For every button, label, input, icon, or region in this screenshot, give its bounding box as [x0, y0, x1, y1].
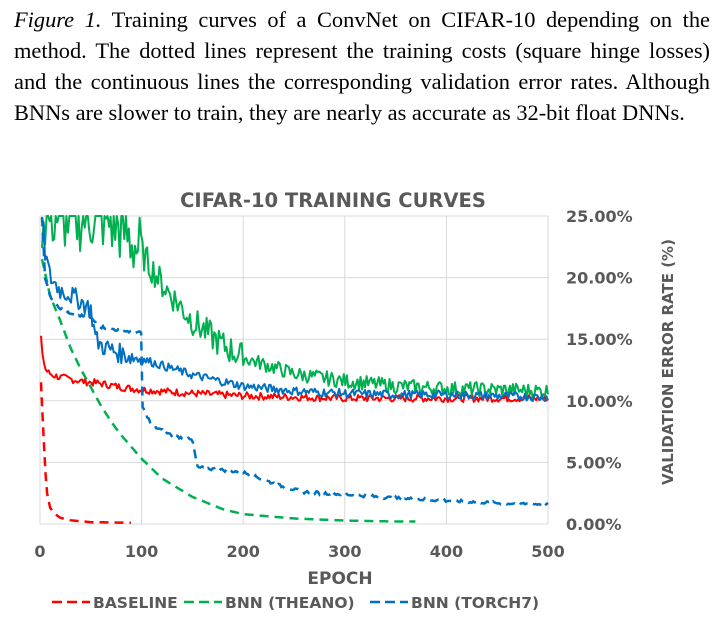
validation-error-line-bnn-torch7 [41, 216, 549, 403]
x-tick-label: 0 [34, 542, 45, 561]
validation-error-line-baseline [40, 335, 548, 403]
y-tick-label: 25.00% [566, 207, 633, 226]
legend: BASELINE BNN (THEANO) BNN (TORCH7) [52, 594, 539, 612]
chart-title: CIFAR-10 TRAINING CURVES [180, 189, 486, 212]
x-tick-label: 200 [226, 542, 259, 561]
validation-error-line-bnn-theano [41, 215, 549, 399]
legend-label: BNN (THEANO) [225, 594, 355, 612]
series-layer [39, 215, 549, 525]
gridlines [39, 215, 549, 525]
training-cost-line-baseline [39, 382, 131, 525]
x-tick-label: 300 [328, 542, 361, 561]
y-tick-label: 20.00% [566, 269, 633, 288]
x-tick-label: 500 [531, 542, 564, 561]
y-tick-label: 10.00% [566, 392, 633, 411]
x-tick-label: 100 [125, 542, 158, 561]
caption-text: Training curves of a ConvNet on CIFAR-10… [14, 7, 710, 125]
y-tick-label: 15.00% [566, 330, 633, 349]
training-cost-line-bnn-theano [40, 258, 416, 523]
y-axis-label: VALIDATION ERROR RATE (%) [659, 239, 677, 485]
training-cost-line-bnn-torch7 [40, 217, 549, 508]
y-tick-label: 5.00% [566, 453, 622, 472]
y-tick-label: 0.00% [566, 515, 622, 534]
x-tick-label: 400 [430, 542, 463, 561]
x-axis-label: EPOCH [307, 569, 372, 589]
figure-caption: Figure 1. Training curves of a ConvNet o… [14, 4, 710, 128]
legend-label: BASELINE [93, 594, 178, 612]
figure-label: Figure 1. [14, 7, 102, 32]
legend-label: BNN (TORCH7) [411, 594, 539, 612]
